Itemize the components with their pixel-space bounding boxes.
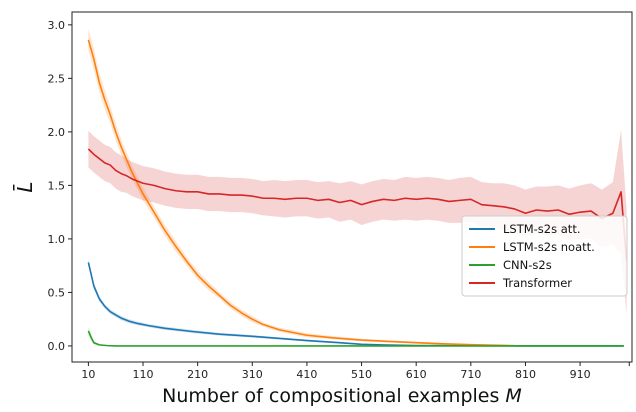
y-tick-label: 1.0	[48, 233, 66, 246]
x-tick-label: 510	[351, 368, 372, 381]
y-tick-label: 3.0	[48, 19, 66, 32]
series-lines	[87, 39, 628, 347]
x-tick-label: 610	[406, 368, 427, 381]
legend-label-lstm-s2s-noatt: LSTM-s2s noatt.	[503, 240, 595, 254]
x-tick-label: 110	[133, 368, 154, 381]
x-axis-label: Number of compositional examples M	[162, 385, 522, 407]
y-tick-label: 2.0	[48, 126, 66, 139]
y-tick-label: 2.5	[48, 72, 66, 85]
legend-box	[461, 215, 628, 297]
x-tick-label: 910	[570, 368, 591, 381]
x-tick-label: 710	[460, 368, 481, 381]
x-tick-label: 410	[296, 368, 317, 381]
y-tick-label: 0.5	[48, 286, 66, 299]
y-tick-label: 1.5	[48, 179, 66, 192]
band-transformer	[88, 129, 627, 315]
x-tick-label: 10	[81, 368, 95, 381]
x-tick-label: 810	[515, 368, 536, 381]
x-tick-label: 210	[187, 368, 208, 381]
plot-frame	[71, 11, 633, 363]
legend: LSTM-s2s att. LSTM-s2s noatt. CNN-s2s Trans…	[461, 215, 628, 297]
legend-label-transformer: Transformer	[502, 276, 572, 290]
y-axis-label: L̄	[12, 181, 37, 192]
series-line-cnn-s2s	[87, 330, 624, 347]
legend-label-cnn-s2s: CNN-s2s	[503, 258, 552, 272]
x-tick-label: 310	[242, 368, 263, 381]
legend-label-lstm-s2s-att: LSTM-s2s att.	[503, 222, 580, 236]
series-line-lstm-s2s-noatt	[87, 39, 515, 347]
axes: 10 110 210 310 410 510 610 710 810 910 0.0 0.5 1.0 1.…	[12, 11, 633, 407]
series-line-transformer	[87, 148, 628, 262]
y-tick-label: 0.0	[48, 340, 66, 353]
confidence-bands	[88, 29, 627, 347]
